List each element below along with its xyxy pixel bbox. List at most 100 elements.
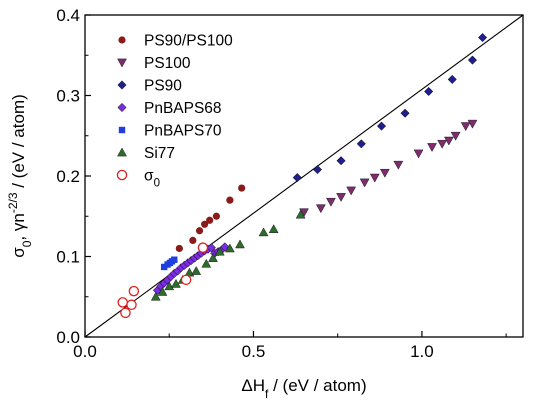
data-point <box>393 160 404 170</box>
axis-ticks: 0.0 0.5 1.0 0.0 0.1 0.2 0.3 0.4 <box>56 6 507 361</box>
data-point <box>206 243 216 253</box>
y-axis-title: σ0, γn-2/3 / (eV / atom) <box>6 94 34 258</box>
data-point <box>369 173 380 183</box>
data-point <box>450 131 461 141</box>
legend-label: PS90 <box>144 78 182 95</box>
data-point <box>312 165 323 175</box>
legend-marker <box>117 102 127 113</box>
y-axis-title-b: , γn <box>9 213 28 240</box>
data-point <box>175 244 183 253</box>
data-point <box>437 139 447 149</box>
data-point <box>376 121 387 131</box>
data-point <box>201 220 209 228</box>
data-point <box>478 32 488 43</box>
legend-label-sub: 0 <box>154 178 160 190</box>
series-pnbaps70 <box>160 256 178 271</box>
data-point <box>467 119 478 129</box>
legend-item: PnBAPS70 <box>118 123 222 140</box>
y-tick-label: 0.4 <box>56 6 80 25</box>
data-point <box>427 143 437 152</box>
data-point <box>197 242 209 253</box>
data-point <box>117 297 128 308</box>
data-point <box>191 266 202 275</box>
data-point <box>189 236 197 244</box>
data-point <box>157 287 168 296</box>
x-tick-label: 0.5 <box>242 342 266 361</box>
y-tick-label: 0.3 <box>56 87 80 106</box>
legend-marker <box>117 147 127 157</box>
reference-line <box>84 14 524 338</box>
data-point <box>326 197 336 207</box>
data-point <box>346 186 357 196</box>
data-point <box>258 227 269 237</box>
data-point <box>214 246 225 256</box>
series-ps90-ps100 <box>175 184 246 253</box>
data-point <box>206 216 214 224</box>
data-point <box>467 55 478 65</box>
legend-item: PS90 <box>117 78 182 95</box>
data-point <box>295 209 306 219</box>
data-point <box>400 108 410 118</box>
data-point <box>225 243 235 253</box>
data-point <box>444 136 454 146</box>
data-point <box>316 204 326 214</box>
data-point <box>171 256 178 263</box>
legend-marker <box>117 80 127 90</box>
y-axis-title-a: σ <box>9 247 28 258</box>
data-point <box>238 184 246 192</box>
data-point <box>380 168 390 178</box>
data-point <box>292 173 302 183</box>
x-axis-title-suffix: / (eV / atom) <box>268 376 366 395</box>
data-point <box>460 122 471 132</box>
data-point <box>195 227 204 235</box>
legend-label: Si77 <box>144 145 175 162</box>
series-ps100 <box>299 119 478 218</box>
legend-marker <box>116 169 128 181</box>
data-point <box>424 86 434 97</box>
legend-item: PS100 <box>117 55 191 72</box>
series-0 <box>117 242 209 319</box>
data-point <box>150 291 161 301</box>
data-point <box>336 156 346 166</box>
y-axis-title-c: / (eV / atom) <box>9 94 28 192</box>
legend-item: PS90/PS100 <box>118 33 233 50</box>
data-point <box>164 281 175 291</box>
legend: PS90/PS100 PS100 PS90 PnBAPS68 PnBAPS70 Si77 σ… <box>116 33 233 190</box>
legend-marker <box>118 126 126 134</box>
legend-marker <box>118 36 126 44</box>
x-tick-label: 0.0 <box>73 342 97 361</box>
legend-label: PnBAPS68 <box>144 100 222 117</box>
data-point <box>226 196 234 204</box>
legend-item: Si77 <box>117 145 175 162</box>
series-pnbaps68 <box>152 242 230 295</box>
data-point <box>208 253 218 262</box>
x-axis-title: ΔHf / (eV / atom) <box>241 376 366 401</box>
y-axis-title-a-sub: 0 <box>20 240 34 247</box>
y-tick-label: 0.2 <box>56 167 80 186</box>
legend-marker <box>117 58 127 68</box>
data-point <box>126 299 137 311</box>
data-point <box>212 212 220 220</box>
data-point <box>235 239 245 249</box>
x-axis-title-sub: f <box>265 387 269 401</box>
data-point <box>447 74 457 84</box>
legend-label: PS90/PS100 <box>144 33 233 50</box>
data-point <box>356 139 366 149</box>
legend-label: PS100 <box>144 55 191 72</box>
x-tick-label: 1.0 <box>410 342 434 361</box>
x-axis-title-prefix: ΔH <box>241 376 265 395</box>
y-tick-label: 0.1 <box>56 248 80 267</box>
data-point <box>180 274 192 286</box>
data-point <box>413 149 424 159</box>
legend-item: σ0 <box>116 168 160 190</box>
data-point <box>160 263 168 271</box>
data-point <box>336 193 346 202</box>
data-point <box>268 224 279 233</box>
series-si77 <box>150 209 306 301</box>
data-point <box>128 285 140 297</box>
y-tick-label: 0.0 <box>56 328 80 347</box>
data-point <box>201 258 212 268</box>
data-point <box>359 178 370 188</box>
legend-item: PnBAPS68 <box>117 100 222 117</box>
